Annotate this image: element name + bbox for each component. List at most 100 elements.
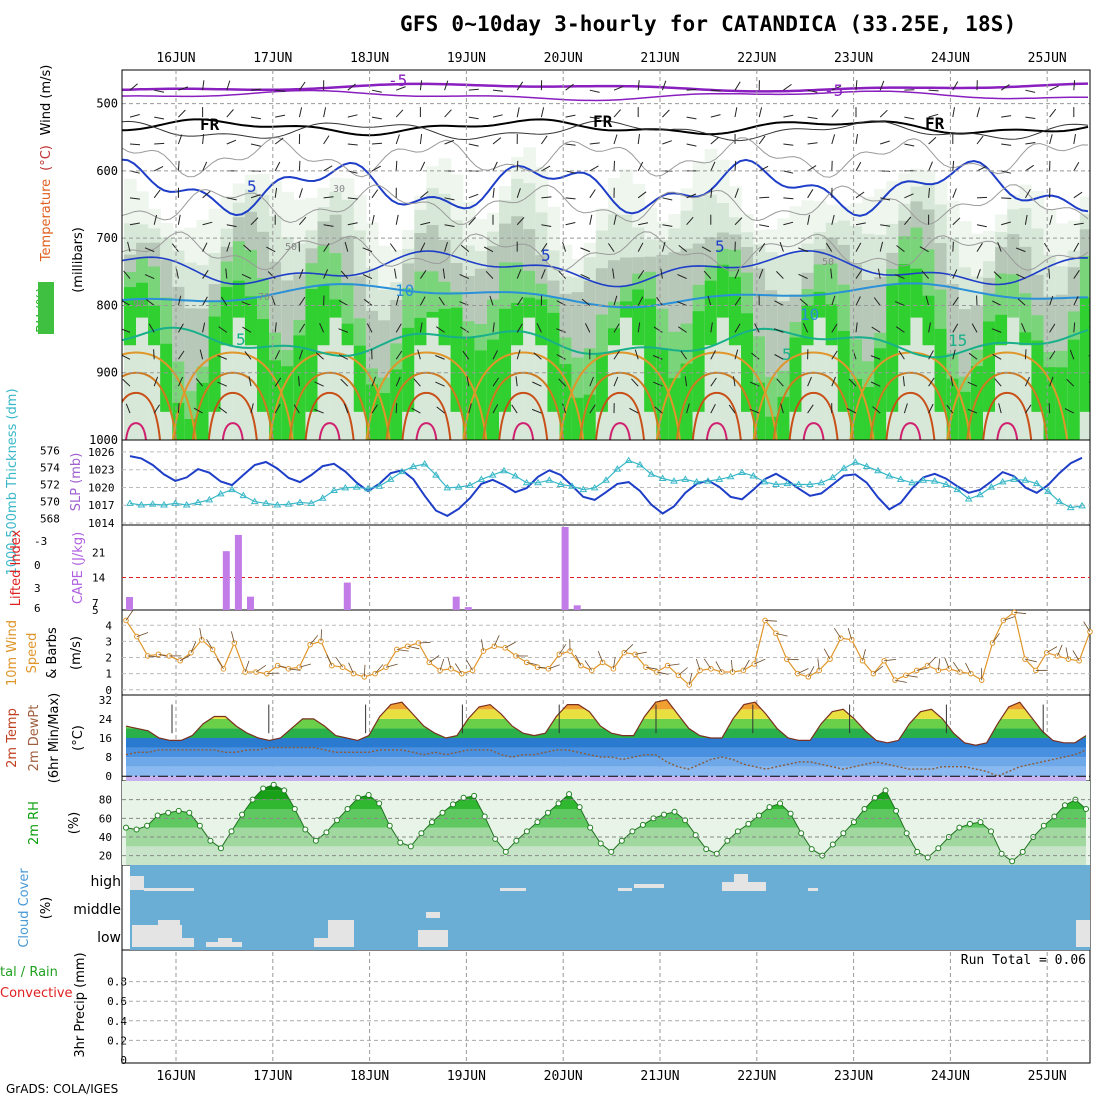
temp-contour-warm	[705, 422, 728, 440]
contour-label-rh: 70	[258, 292, 270, 303]
cape-bar	[126, 597, 133, 610]
rh-marker	[175, 807, 182, 814]
wind-barb	[688, 673, 693, 686]
wind-barb	[905, 674, 918, 678]
wind-barb	[944, 657, 950, 669]
rh-marker	[1083, 806, 1089, 812]
thickness-marker	[930, 477, 939, 484]
rh-marker	[808, 846, 815, 853]
rh-marker	[323, 829, 330, 836]
wind-barb	[862, 649, 866, 661]
dewpoint-line	[125, 746, 1087, 777]
cape-ytick: 21	[92, 546, 105, 559]
thickness-marker	[726, 472, 735, 480]
wind-barb	[288, 668, 301, 671]
wind-barb	[884, 659, 897, 662]
panel-frame-pr	[121, 949, 1091, 1064]
thickness-marker	[182, 501, 191, 508]
thickness-marker	[772, 480, 780, 487]
thickness-marker	[579, 485, 588, 493]
thickness-marker	[273, 501, 282, 508]
wind-axis-unit: (m/s)	[69, 636, 84, 670]
cloud-block	[158, 920, 180, 947]
temp-contour-5	[122, 158, 1089, 217]
upper-air-ytick: 500	[96, 97, 118, 111]
wind-barb	[466, 659, 473, 671]
date-bottom-16JUN: 16JUN	[156, 1069, 195, 1084]
thickness-marker	[375, 482, 384, 489]
date-top-25JUN: 25JUN	[1028, 51, 1067, 66]
rh-marker	[270, 781, 277, 788]
wind-barb	[266, 672, 279, 675]
rh-marker	[924, 854, 931, 861]
temp-fill	[126, 699, 1086, 781]
rh-marker	[1009, 858, 1016, 865]
temp-ytick: 8	[105, 751, 112, 764]
wind-barb	[833, 627, 842, 639]
thickness-marker	[590, 483, 599, 491]
temp-contour-warm	[595, 391, 645, 440]
contour-label-temperature: 15	[948, 331, 967, 350]
thickness-marker	[171, 499, 180, 506]
wind-barb	[190, 641, 197, 653]
cloud-block	[328, 920, 354, 947]
lifted-index-ytick: 6	[34, 602, 41, 615]
rh-marker	[587, 824, 594, 831]
date-bottom-18JUN: 18JUN	[350, 1069, 389, 1084]
date-top-22JUN: 22JUN	[737, 51, 776, 66]
wind-barb	[1065, 647, 1069, 660]
temp-contour-warm	[655, 351, 778, 440]
wind-barb	[407, 645, 420, 650]
precip-legend-total: tal / Rain	[0, 965, 58, 980]
lifted-index-ytick: 3	[34, 582, 41, 595]
upper-air-ytick: 900	[96, 366, 118, 380]
temp-contour-warm	[125, 422, 147, 440]
temp-contour-warm	[788, 391, 839, 440]
thickness-marker	[987, 483, 996, 490]
wind-barb	[916, 667, 929, 671]
page-title: GFS 0~10day 3-hourly for CATANDICA (33.2…	[400, 12, 1017, 36]
precip-ytick: 0	[120, 1054, 127, 1067]
temp-ytick: 32	[99, 694, 112, 707]
rh-marker	[639, 821, 646, 828]
wind-axis-label-1: 10m Wind	[5, 620, 20, 686]
rh-marker	[766, 804, 773, 811]
thickness-marker	[624, 456, 633, 464]
rh-marker	[418, 830, 425, 837]
wind-barb	[454, 663, 463, 674]
thickness-marker	[1010, 475, 1018, 482]
thickness-marker	[500, 466, 508, 474]
wind-barb	[635, 651, 647, 655]
temp-contour-warm	[191, 371, 274, 440]
slp-ytick: 1023	[88, 464, 115, 477]
wind-barb	[348, 662, 354, 674]
wind-barb	[817, 658, 820, 671]
rh-marker	[513, 837, 520, 844]
rh-marker	[333, 817, 340, 824]
wind-speed-marker	[350, 670, 357, 677]
precip-axis-label: 3hr Precip (mm)	[73, 952, 88, 1057]
wind-ytick: 2	[105, 652, 112, 665]
rh-marker	[460, 794, 467, 801]
cloud-block	[130, 876, 144, 890]
freezing-level-line	[122, 118, 1089, 137]
wind-barb	[216, 658, 224, 670]
rh-marker	[123, 824, 129, 831]
contour-label-temperature: 5	[541, 246, 551, 265]
wind-barb	[965, 662, 972, 674]
wind-barb	[1014, 611, 1027, 615]
thickness-marker	[1055, 497, 1064, 505]
temp-contour-warm	[221, 422, 244, 440]
wind-barb	[786, 658, 799, 661]
thickness-marker	[398, 467, 406, 475]
rh-marker	[534, 819, 541, 826]
thickness-marker	[817, 478, 826, 486]
contour-label-freezing-level: FR	[593, 112, 613, 131]
date-top-19JUN: 19JUN	[447, 51, 486, 66]
thickness-marker	[262, 499, 270, 506]
wind-barb	[575, 654, 582, 666]
temp-contour-minus5	[122, 82, 1089, 93]
thickness-marker	[409, 462, 418, 470]
thickness-ytick: 568	[40, 513, 60, 526]
cape-bar	[573, 605, 581, 610]
